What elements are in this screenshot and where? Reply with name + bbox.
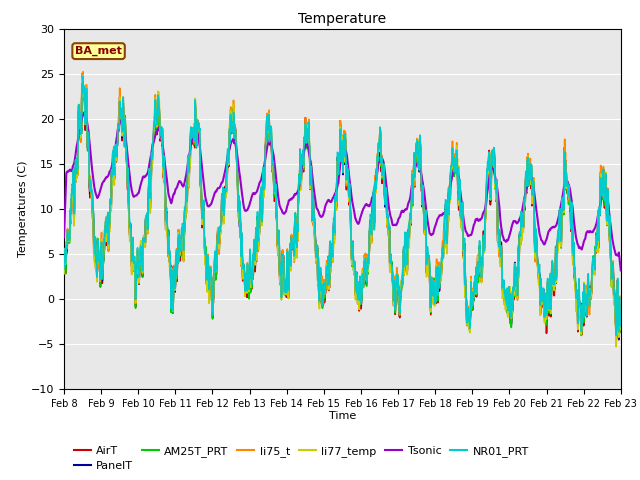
Line: AirT: AirT	[64, 84, 621, 343]
PanelT	[551, 278, 559, 284]
li75_t	[612, 336, 620, 342]
Y-axis label: Temperatures (C): Temperatures (C)	[18, 160, 28, 257]
li75_t	[79, 69, 87, 75]
NR01_PRT	[502, 297, 509, 303]
li75_t	[171, 270, 179, 276]
NR01_PRT	[551, 277, 559, 283]
NR01_PRT	[171, 276, 179, 282]
AirT	[617, 329, 625, 335]
AM25T_PRT	[502, 296, 509, 302]
NR01_PRT	[79, 73, 87, 79]
Tsonic	[551, 224, 559, 229]
PanelT	[502, 298, 509, 303]
AirT	[612, 340, 620, 346]
AM25T_PRT	[79, 79, 87, 84]
li77_temp	[184, 174, 192, 180]
PanelT	[615, 336, 623, 342]
Legend: AirT, PanelT, AM25T_PRT, li75_t, li77_temp, Tsonic, NR01_PRT: AirT, PanelT, AM25T_PRT, li75_t, li77_te…	[70, 441, 533, 476]
NR01_PRT	[184, 161, 192, 167]
li77_temp	[612, 344, 620, 349]
AM25T_PRT	[60, 269, 68, 275]
li75_t	[60, 264, 68, 270]
Line: NR01_PRT: NR01_PRT	[64, 76, 621, 335]
PanelT	[60, 271, 68, 276]
li75_t	[429, 289, 437, 295]
li77_temp	[60, 271, 68, 276]
Tsonic	[171, 190, 179, 196]
NR01_PRT	[60, 266, 68, 272]
AM25T_PRT	[612, 336, 620, 342]
Tsonic	[429, 231, 437, 237]
PanelT	[429, 294, 437, 300]
li75_t	[617, 325, 625, 331]
Tsonic	[60, 234, 68, 240]
AirT	[502, 300, 509, 306]
PanelT	[617, 327, 625, 333]
Line: li77_temp: li77_temp	[64, 75, 621, 347]
NR01_PRT	[246, 276, 254, 281]
Tsonic	[502, 239, 509, 245]
AirT	[171, 272, 179, 277]
AirT	[429, 296, 437, 301]
Line: PanelT: PanelT	[64, 79, 621, 339]
Tsonic	[617, 267, 625, 273]
AM25T_PRT	[429, 289, 437, 295]
li77_temp	[429, 295, 437, 301]
PanelT	[171, 275, 179, 281]
Line: li75_t: li75_t	[64, 72, 621, 339]
NR01_PRT	[617, 323, 625, 329]
Line: Tsonic: Tsonic	[64, 112, 621, 270]
AirT	[60, 268, 68, 274]
AirT	[184, 174, 192, 180]
PanelT	[79, 76, 87, 82]
Text: BA_met: BA_met	[75, 46, 122, 56]
li77_temp	[617, 327, 625, 333]
Line: AM25T_PRT: AM25T_PRT	[64, 82, 621, 339]
Tsonic	[81, 109, 89, 115]
AM25T_PRT	[617, 329, 625, 335]
PanelT	[184, 169, 192, 175]
AM25T_PRT	[184, 170, 192, 176]
li77_temp	[502, 303, 509, 309]
li75_t	[246, 278, 254, 284]
AM25T_PRT	[171, 272, 179, 278]
li77_temp	[79, 72, 87, 78]
li75_t	[502, 300, 509, 305]
li77_temp	[171, 273, 179, 279]
li77_temp	[551, 283, 559, 289]
AirT	[79, 81, 87, 86]
NR01_PRT	[612, 332, 620, 338]
NR01_PRT	[429, 286, 437, 292]
Title: Temperature: Temperature	[298, 12, 387, 26]
li77_temp	[246, 284, 254, 290]
Tsonic	[184, 159, 192, 165]
AirT	[551, 286, 559, 291]
Tsonic	[246, 198, 254, 204]
X-axis label: Time: Time	[329, 411, 356, 421]
AM25T_PRT	[246, 290, 254, 296]
AirT	[246, 288, 254, 294]
li75_t	[551, 282, 559, 288]
PanelT	[246, 284, 254, 289]
li75_t	[184, 175, 192, 181]
AM25T_PRT	[551, 280, 559, 286]
